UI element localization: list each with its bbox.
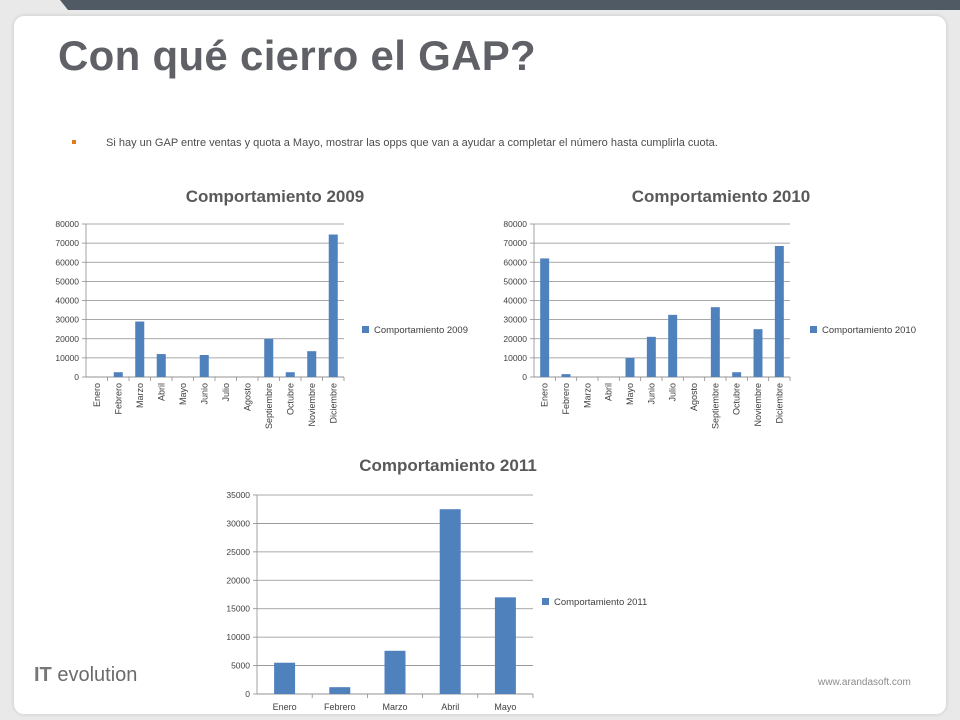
legend-label: Comportamiento 2010 — [822, 325, 916, 336]
x-tick-label: Octubre — [732, 383, 742, 415]
y-tick-label: 10000 — [503, 353, 527, 363]
x-tick-label: Junio — [199, 383, 209, 405]
it-evolution-logo: IT evolution — [34, 664, 137, 687]
bar-febrero — [561, 374, 571, 377]
x-tick-label: Mayo — [625, 383, 635, 405]
y-tick-label: 35000 — [226, 490, 250, 500]
chart-title: Comportamiento 2011 — [359, 456, 537, 475]
y-tick-label: 50000 — [503, 276, 527, 286]
x-tick-label: Agosto — [689, 383, 699, 411]
y-tick-label: 0 — [74, 372, 79, 382]
x-tick-label: Noviembre — [753, 383, 763, 427]
y-tick-label: 80000 — [55, 219, 79, 229]
x-tick-label: Octubre — [285, 383, 295, 415]
x-tick-label: Marzo — [382, 702, 407, 712]
bar-septiembre — [264, 338, 274, 377]
bar-abril — [156, 354, 166, 377]
x-tick-label: Enero — [540, 383, 550, 407]
x-tick-label: Diciembre — [328, 383, 338, 424]
x-tick-label: Febrero — [324, 702, 356, 712]
y-tick-label: 10000 — [226, 632, 250, 642]
x-tick-label: Agosto — [242, 383, 252, 411]
legend-label: Comportamiento 2009 — [374, 325, 468, 336]
x-tick-label: Junio — [646, 383, 656, 405]
y-tick-label: 25000 — [226, 547, 250, 557]
bar-febrero — [113, 372, 123, 377]
bar-julio — [668, 314, 678, 377]
legend-label: Comportamiento 2011 — [554, 597, 647, 608]
bar-octubre — [285, 372, 295, 377]
y-tick-label: 30000 — [226, 518, 250, 528]
y-tick-label: 20000 — [55, 334, 79, 344]
bar-junio — [646, 336, 656, 377]
bar-mayo — [494, 597, 516, 694]
y-tick-label: 40000 — [55, 296, 79, 306]
bar-febrero — [329, 687, 351, 694]
logo-bold-text: IT — [34, 664, 52, 686]
y-tick-label: 15000 — [226, 604, 250, 614]
bullet-square-icon — [72, 140, 76, 144]
x-tick-label: Abril — [604, 383, 614, 401]
x-tick-label: Febrero — [561, 383, 571, 415]
y-tick-label: 0 — [245, 689, 250, 699]
website-url: www.arandasoft.com — [818, 677, 911, 688]
x-tick-label: Mayo — [494, 702, 516, 712]
bar-enero — [274, 662, 296, 694]
y-tick-label: 0 — [522, 372, 527, 382]
y-tick-label: 40000 — [503, 296, 527, 306]
y-tick-label: 60000 — [503, 257, 527, 267]
bar-diciembre — [774, 245, 784, 377]
x-tick-label: Enero — [273, 702, 297, 712]
y-tick-label: 10000 — [55, 353, 79, 363]
bar-septiembre — [710, 307, 720, 377]
chart-title: Comportamiento 2009 — [186, 187, 365, 206]
x-tick-label: Noviembre — [307, 383, 317, 427]
slide-title: Con qué cierro el GAP? — [58, 32, 537, 79]
bar-marzo — [135, 321, 145, 377]
top-decorative-stripe — [60, 0, 960, 10]
y-tick-label: 20000 — [503, 334, 527, 344]
x-tick-label: Julio — [221, 383, 231, 402]
x-tick-label: Septiembre — [710, 383, 720, 429]
y-tick-label: 70000 — [503, 238, 527, 248]
x-tick-label: Marzo — [582, 383, 592, 408]
bar-enero — [540, 258, 550, 377]
y-tick-label: 20000 — [226, 575, 250, 585]
bar-noviembre — [753, 329, 763, 377]
bar-diciembre — [328, 234, 338, 377]
y-tick-label: 50000 — [55, 276, 79, 286]
bar-mayo — [625, 357, 635, 377]
slide-canvas — [14, 16, 946, 714]
y-tick-label: 5000 — [231, 661, 250, 671]
y-tick-label: 80000 — [503, 219, 527, 229]
chart-title: Comportamiento 2010 — [632, 187, 811, 206]
x-tick-label: Mayo — [178, 383, 188, 405]
x-tick-label: Abril — [156, 383, 166, 401]
x-tick-label: Enero — [92, 383, 102, 407]
y-tick-label: 60000 — [55, 257, 79, 267]
x-tick-label: Marzo — [135, 383, 145, 408]
x-tick-label: Julio — [668, 383, 678, 402]
chart-2011: Comportamiento 2011 0 5000 10000 15000 20000 2… — [226, 456, 647, 712]
y-tick-label: 30000 — [503, 315, 527, 325]
x-tick-label: Febrero — [113, 383, 123, 415]
x-tick-label: Abril — [441, 702, 459, 712]
bullet-text: Si hay un GAP entre ventas y quota a May… — [106, 137, 718, 149]
x-tick-label: Septiembre — [264, 383, 274, 429]
chart-2009: Comportamiento 2009 0 10000 20000 30000 40000… — [55, 187, 468, 429]
legend-swatch — [542, 598, 549, 605]
logo-rest-text: evolution — [51, 664, 138, 686]
x-tick-label: Diciembre — [774, 383, 784, 424]
y-tick-label: 30000 — [55, 315, 79, 325]
y-tick-label: 70000 — [55, 238, 79, 248]
bar-noviembre — [307, 351, 317, 377]
legend-swatch — [362, 326, 369, 333]
chart-2010: Comportamiento 2010 0 10000 20000 30000 40000… — [503, 187, 916, 429]
bar-junio — [199, 355, 209, 377]
bar-marzo — [384, 650, 406, 694]
legend-swatch — [810, 326, 817, 333]
bar-octubre — [732, 372, 742, 377]
bar-abril — [439, 509, 461, 694]
